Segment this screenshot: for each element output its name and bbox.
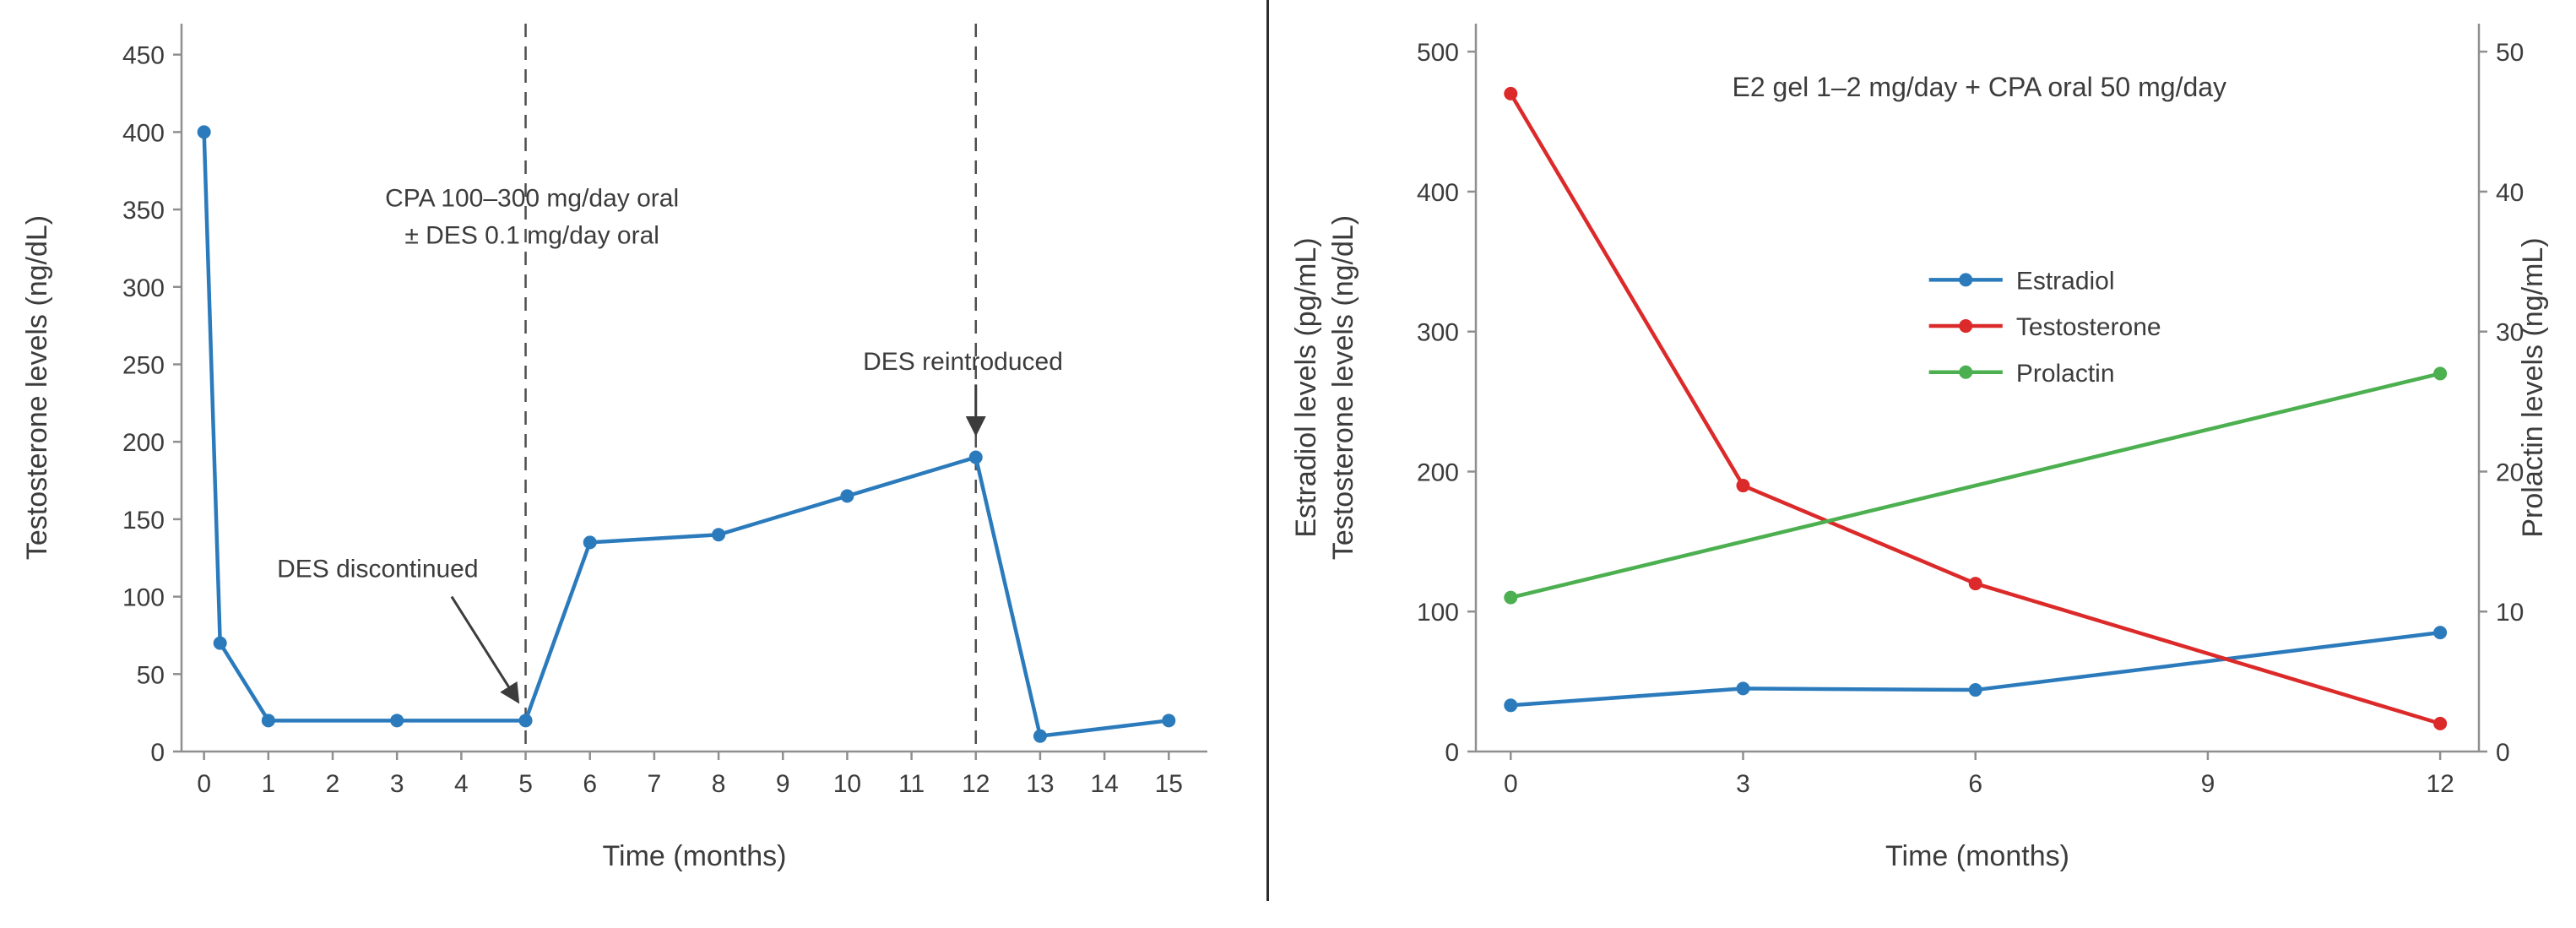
data-point	[2433, 626, 2448, 640]
data-point	[197, 125, 211, 139]
data-point	[1162, 714, 1176, 728]
data-point	[2433, 716, 2448, 730]
y2-tick-label: 20	[2496, 459, 2524, 486]
x-tick-label: 9	[2201, 770, 2215, 798]
data-point	[390, 714, 404, 728]
y-tick-label: 400	[1417, 179, 1459, 207]
data-point	[213, 636, 227, 650]
y-tick-label: 200	[1417, 459, 1459, 486]
legend-sample-marker	[1959, 319, 1973, 334]
data-point	[1968, 683, 1982, 697]
y-tick-label: 50	[137, 661, 165, 689]
series-line-estradiol	[1510, 630, 2441, 708]
x-tick-label: 0	[1504, 770, 1518, 798]
x-tick-label: 7	[648, 770, 662, 798]
data-point	[968, 450, 983, 464]
annotation-text: DES reintroduced	[863, 348, 1063, 376]
annotation-text: CPA 100–300 mg/day oral	[385, 184, 679, 212]
x-tick-label: 12	[962, 770, 990, 798]
annotation-text: ± DES 0.1 mg/day oral	[404, 221, 659, 249]
data-point	[2433, 366, 2448, 381]
annotation-arrow	[450, 595, 520, 704]
x-tick-label: 2	[326, 770, 340, 798]
x-tick-label: 3	[390, 770, 404, 798]
y-tick-label: 0	[150, 739, 165, 767]
y-axis-label: Testosterone levels (ng/dL)	[1327, 215, 1359, 560]
chart-title: E2 gel 1–2 mg/day + CPA oral 50 mg/day	[1733, 72, 2227, 102]
data-point	[1504, 590, 1518, 605]
panel-divider	[1266, 0, 1269, 901]
y2-tick-label: 40	[2496, 179, 2524, 207]
legend-label: Estradiol	[2016, 267, 2115, 295]
y-axis-label: Estradiol levels (pg/mL)	[1290, 237, 1322, 537]
data-point	[1736, 479, 1750, 493]
y-tick-label: 200	[122, 429, 165, 457]
y2-tick-label: 30	[2496, 319, 2524, 347]
y-tick-label: 400	[122, 119, 165, 147]
x-tick-label: 13	[1026, 770, 1054, 798]
x-tick-label: 8	[712, 770, 726, 798]
y-tick-label: 150	[122, 507, 165, 535]
x-tick-label: 15	[1155, 770, 1183, 798]
data-point	[1968, 577, 1982, 591]
x-tick-label: 4	[454, 770, 469, 798]
left-chart-panel: 0 1 2 3 4 5 6 7 8 9 10 11 12 13 14 15 0 50 100 150 200 250 300…	[0, 0, 1266, 928]
x-tick-label: 5	[518, 770, 533, 798]
right-chart-panel: 0 3 6 9 12 0 100 200 300 400 500 0 10 20 30 40 50 Time (m…	[1269, 0, 2576, 928]
y-tick-label: 250	[122, 351, 165, 379]
y-tick-label: 100	[1417, 599, 1459, 627]
y2-tick-label: 50	[2496, 39, 2524, 67]
y-tick-label: 300	[1417, 319, 1459, 347]
data-point	[1736, 681, 1750, 696]
annotation-text: DES discontinued	[277, 556, 478, 583]
y-tick-label: 350	[122, 197, 165, 225]
y-tick-label: 0	[1445, 739, 1459, 767]
x-tick-label: 1	[261, 770, 275, 798]
x-tick-label: 6	[1968, 770, 1982, 798]
series-line-prolactin	[1510, 372, 2441, 600]
data-point	[1504, 86, 1518, 100]
hormone-levels-chart: 0 3 6 9 12 0 100 200 300 400 500 0 10 20 30 40 50 Time (m…	[1290, 24, 2549, 872]
legend-label: Testosterone	[2016, 313, 2161, 341]
x-tick-label: 0	[197, 770, 211, 798]
x-tick-label: 14	[1090, 770, 1118, 798]
y2-tick-label: 10	[2496, 599, 2524, 627]
x-tick-label: 9	[776, 770, 790, 798]
data-point	[583, 535, 597, 550]
y-tick-label: 300	[122, 274, 165, 302]
x-tick-label: 3	[1736, 770, 1750, 798]
data-point	[712, 528, 726, 542]
y-tick-label: 100	[122, 584, 165, 612]
legend-sample-marker	[1959, 273, 1973, 287]
data-point	[1033, 729, 1047, 743]
data-point	[518, 714, 533, 728]
testosterone-time-chart: 0 1 2 3 4 5 6 7 8 9 10 11 12 13 14 15050100150200250300…	[21, 24, 1207, 872]
y2-axis-label: Prolactin levels (ng/mL)	[2517, 237, 2549, 537]
series-line-testosterone	[1509, 92, 2441, 726]
data-point	[261, 714, 275, 728]
data-point	[840, 489, 854, 503]
data-point	[1504, 698, 1518, 713]
legend-sample-marker	[1959, 365, 1973, 379]
x-axis-label: Time (months)	[603, 840, 787, 872]
x-axis-label: Time (months)	[1885, 840, 2069, 872]
x-tick-label: 6	[583, 770, 597, 798]
y-axis-label: Testosterone levels (ng/dL)	[21, 215, 53, 560]
x-tick-label: 10	[833, 770, 861, 798]
legend-label: Prolactin	[2016, 360, 2115, 388]
series-line-testosterone	[202, 132, 1169, 738]
x-tick-label: 12	[2426, 770, 2454, 798]
x-tick-label: 11	[898, 770, 925, 798]
y-tick-label: 500	[1417, 39, 1459, 67]
y-tick-label: 450	[122, 42, 165, 70]
y2-tick-label: 0	[2496, 739, 2510, 767]
